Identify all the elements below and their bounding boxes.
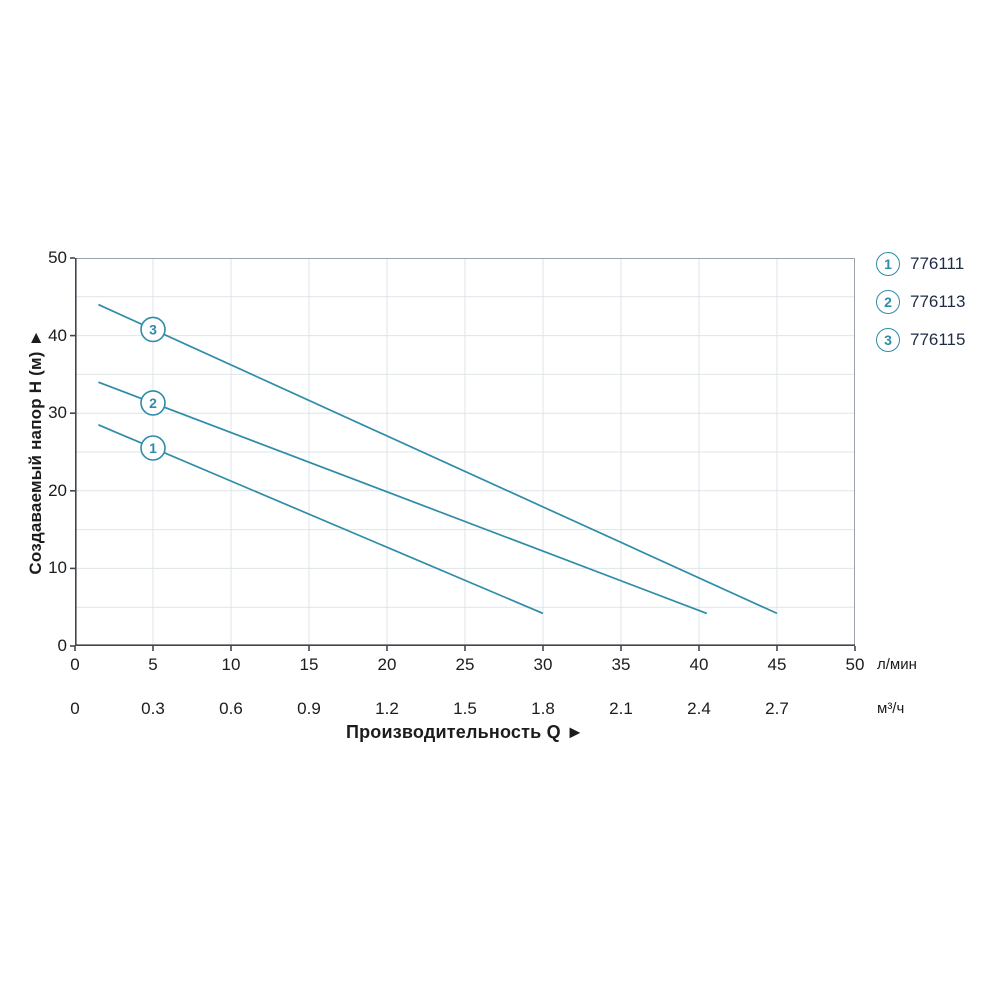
x-tick-label-m3h: 0 [70, 699, 80, 718]
x-tick-label-lpm: 35 [611, 655, 631, 674]
x-axis-title: Производительность Q ► [345, 722, 585, 742]
series-marker-circle-3 [140, 316, 166, 343]
series-3-marker-icon: 3 [876, 328, 900, 352]
x-tick-label-lpm: 0 [70, 655, 80, 674]
series-line-776111 [98, 424, 544, 615]
series-2-marker-icon: 2 [876, 290, 900, 314]
y-tick-label: 30 [48, 403, 67, 423]
plot-svg: 1 2 3 [70, 257, 856, 651]
series-1-marker-icon: 1 [876, 252, 900, 276]
x-tick-label-lpm: 30 [533, 655, 553, 674]
series-line-776115 [98, 303, 778, 615]
series-marker-circle-2 [140, 390, 166, 416]
series-1-code: 776111 [910, 254, 965, 273]
series-2-code: 776113 [910, 292, 966, 311]
x-tick-label-m3h: 0.9 [297, 699, 321, 718]
legend: 1 776111 2 776113 3 776115 [876, 252, 965, 352]
y-tick-label: 40 [48, 325, 67, 345]
x-tick-label-lpm: 40 [689, 655, 709, 674]
x-tick-label-m3h: 0.6 [219, 699, 243, 718]
y-tick-label: 0 [57, 636, 67, 655]
legend-item-3: 3 776115 [876, 328, 965, 352]
x-tick-label-lpm: 5 [148, 655, 158, 674]
legend-item-2: 2 776113 [876, 290, 965, 314]
x-tick-label-lpm: 45 [767, 655, 787, 674]
y-axis-title: Создаваемый напор H (м) ► [26, 329, 45, 575]
x-tick-label-lpm: 15 [299, 655, 319, 674]
y-tick-label: 50 [48, 248, 67, 267]
x-tick-label-m3h: 1.2 [375, 699, 399, 718]
x-tick-label-m3h: 2.7 [765, 699, 789, 718]
series-marker-circle-1 [140, 435, 166, 461]
legend-item-1: 1 776111 [876, 252, 965, 276]
x-tick-label-lpm: 25 [455, 655, 475, 674]
primary-unit-label: л/мин [877, 656, 917, 673]
series-marker-number-3: 3 [149, 321, 157, 337]
series-marker-number-2: 2 [149, 395, 157, 411]
secondary-unit-label: м³/ч [877, 700, 905, 717]
x-tick-label-lpm: 10 [221, 655, 241, 674]
series-marker-number-1: 1 [149, 440, 157, 456]
x-tick-label-m3h: 1.8 [531, 699, 555, 718]
x-tick-label-m3h: 2.4 [687, 699, 711, 718]
series-3-code: 776115 [910, 330, 966, 349]
x-tick-label-m3h: 0.3 [141, 699, 165, 718]
series-line-776113 [98, 381, 708, 615]
x-tick-label-lpm: 20 [377, 655, 397, 674]
x-tick-label-m3h: 2.1 [609, 699, 633, 718]
chart-area: 1 2 3 0 10 20 30 40 50 0 5 10 15 20 25 30 35 40 45 50 0 0.… [48, 249, 917, 743]
x-tick-label-m3h: 1.5 [453, 699, 477, 718]
x-tick-label-lpm: 50 [845, 655, 865, 674]
y-tick-label: 20 [48, 480, 67, 500]
y-tick-label: 10 [48, 558, 67, 578]
